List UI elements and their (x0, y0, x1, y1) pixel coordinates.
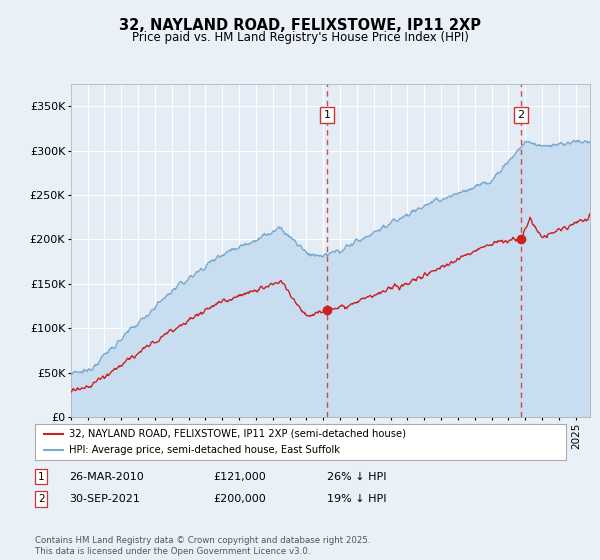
Text: £200,000: £200,000 (213, 494, 266, 504)
Text: HPI: Average price, semi-detached house, East Suffolk: HPI: Average price, semi-detached house,… (70, 446, 340, 455)
Text: 30-SEP-2021: 30-SEP-2021 (69, 494, 140, 504)
Text: 2: 2 (38, 494, 44, 504)
Text: 32, NAYLAND ROAD, FELIXSTOWE, IP11 2XP: 32, NAYLAND ROAD, FELIXSTOWE, IP11 2XP (119, 18, 481, 34)
Text: 32, NAYLAND ROAD, FELIXSTOWE, IP11 2XP (semi-detached house): 32, NAYLAND ROAD, FELIXSTOWE, IP11 2XP (… (70, 429, 406, 438)
Text: 1: 1 (323, 110, 331, 120)
Text: 26% ↓ HPI: 26% ↓ HPI (327, 472, 386, 482)
Text: Contains HM Land Registry data © Crown copyright and database right 2025.
This d: Contains HM Land Registry data © Crown c… (35, 536, 370, 556)
Text: 19% ↓ HPI: 19% ↓ HPI (327, 494, 386, 504)
Text: £121,000: £121,000 (213, 472, 266, 482)
Text: 2: 2 (518, 110, 524, 120)
Text: Price paid vs. HM Land Registry's House Price Index (HPI): Price paid vs. HM Land Registry's House … (131, 31, 469, 44)
Text: 26-MAR-2010: 26-MAR-2010 (69, 472, 144, 482)
Text: 1: 1 (38, 472, 44, 482)
